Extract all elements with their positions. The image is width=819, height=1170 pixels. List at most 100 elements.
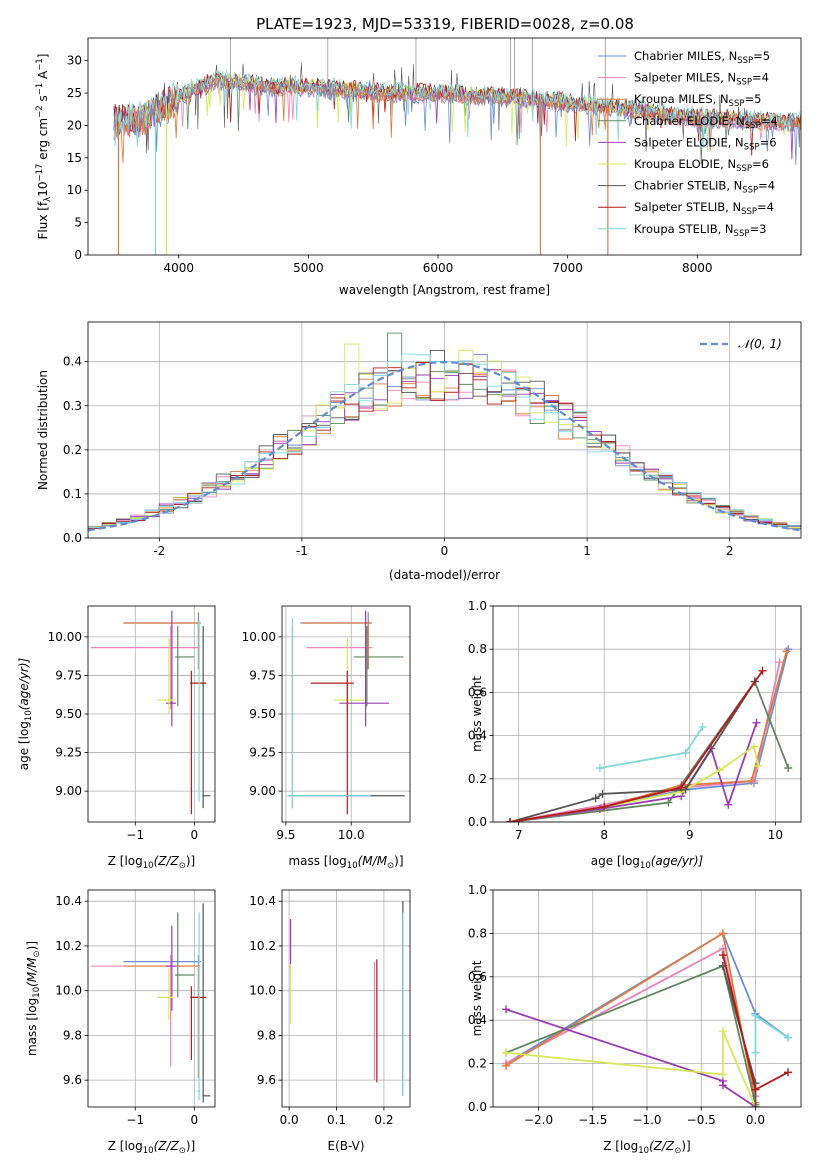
weight-marker bbox=[698, 722, 707, 731]
weight-marker bbox=[783, 1068, 792, 1077]
y-tick-label: 10 bbox=[67, 183, 82, 197]
x-tick-label: -1 bbox=[296, 544, 308, 558]
legend-entry: Chabrier ELODIE, NSSP​=4 bbox=[634, 114, 778, 131]
y-tick-label: 9.00 bbox=[55, 784, 82, 798]
normal-legend-label: 𝒩(0, 1) bbox=[738, 337, 782, 351]
weight-marker bbox=[502, 1048, 511, 1057]
legend-entry: Salpeter MILES, NSSP​=4 bbox=[634, 71, 769, 88]
legend-entry: Kroupa ELODIE, NSSP​=6 bbox=[634, 157, 769, 174]
x-tick-label: −1.0 bbox=[632, 1113, 661, 1127]
weight-line bbox=[754, 1014, 789, 1053]
weight-marker bbox=[591, 794, 600, 803]
error-point-3 bbox=[353, 626, 404, 707]
age_vs_Z-axes: −1 0 9.00 9.25 9.50 9.75 10.00 Z [log10​(Z/Z⊙​)… bbox=[17, 605, 216, 871]
error-point-1 bbox=[90, 954, 201, 1067]
x-tick-label: 0.0 bbox=[746, 1113, 765, 1127]
y-tick-label: 15 bbox=[67, 151, 82, 165]
legend-entry: Salpeter STELIB, NSSP​=4 bbox=[634, 200, 774, 217]
mass_vs_ebv-axes: 0.0 0.1 0.2 9.6 9.8 10.0 10.2 10.4 E(B-V) bbox=[249, 889, 411, 1153]
weight-marker bbox=[747, 776, 756, 785]
legend-entry: Kroupa STELIB, NSSP​=3 bbox=[634, 222, 766, 239]
residuals-y-label: Normed distribution bbox=[36, 370, 50, 490]
mass_vs_ebv-x-label: E(B-V) bbox=[327, 1139, 364, 1153]
normal-curve bbox=[88, 360, 801, 532]
weight-marker bbox=[718, 951, 727, 960]
y-tick-label: 5 bbox=[74, 216, 82, 230]
y-tick-label: 0.6 bbox=[468, 970, 487, 984]
y-tick-label: 0.3 bbox=[63, 399, 82, 413]
error-point-4 bbox=[165, 610, 177, 727]
x-tick-label: −0.5 bbox=[687, 1113, 716, 1127]
spectrum-frame bbox=[87, 37, 802, 256]
x-tick-label: −1.5 bbox=[578, 1113, 607, 1127]
mass_vs_Z-x-label: Z [log10​(Z/Z⊙​)] bbox=[108, 1139, 196, 1156]
error-point-1 bbox=[90, 626, 201, 710]
weight-marker bbox=[749, 742, 758, 751]
weight-marker bbox=[724, 800, 733, 809]
error-point-7 bbox=[310, 670, 354, 815]
x-tick-label: 0 bbox=[191, 1113, 199, 1127]
weight-marker bbox=[502, 1005, 511, 1014]
error-point-7 bbox=[190, 670, 207, 815]
error-point-3 bbox=[174, 912, 195, 998]
y-tick-label: 0.0 bbox=[468, 815, 487, 829]
error-point-4 bbox=[165, 925, 177, 1011]
weight_vs_age-axes: 7 8 9 10 0.0 0.2 0.4 0.6 0.8 1.0 age [log10​(age/y… bbox=[468, 599, 802, 871]
y-tick-label: 9.75 bbox=[249, 668, 276, 682]
y-tick-label: 25 bbox=[67, 86, 82, 100]
spectrum-line-8 bbox=[113, 69, 801, 150]
x-tick-label: 10 bbox=[768, 828, 783, 842]
y-tick-label: 0.1 bbox=[63, 487, 82, 501]
y-tick-label: 9.50 bbox=[55, 707, 82, 721]
weight-marker bbox=[595, 764, 604, 772]
y-tick-label: 9.25 bbox=[249, 746, 276, 760]
y-tick-label: 10.4 bbox=[249, 894, 276, 908]
error-point-1 bbox=[306, 626, 373, 710]
y-tick-label: 1.0 bbox=[468, 883, 487, 897]
weight-line bbox=[509, 670, 764, 822]
error-point-6 bbox=[288, 626, 405, 809]
x-tick-label: −1 bbox=[126, 828, 144, 842]
weight-marker bbox=[681, 785, 690, 794]
weight-marker bbox=[595, 805, 604, 814]
weight_vs_age-frame bbox=[492, 605, 802, 823]
hist-series-7 bbox=[88, 362, 801, 538]
legend-entry: Chabrier STELIB, NSSP​=4 bbox=[634, 179, 775, 196]
error-point-0 bbox=[300, 612, 373, 670]
legend-entry: Salpeter ELODIE, NSSP​=6 bbox=[634, 135, 777, 152]
weight-series-1 bbox=[502, 944, 760, 1101]
weight-line bbox=[505, 1008, 756, 1107]
x-tick-label: 6000 bbox=[423, 261, 454, 275]
error-point-5 bbox=[157, 968, 174, 1020]
spectrum-axes: 4000 5000 6000 7000 8000 0 5 10 15 20 25 30 waveleng… bbox=[35, 37, 802, 297]
spectrum-legend: Chabrier MILES, NSSP​=5 Salpeter MILES, N… bbox=[598, 49, 778, 239]
weight-line bbox=[505, 931, 757, 1103]
mass_vs_ebv-plot-area bbox=[289, 901, 404, 1096]
weight-series-7 bbox=[506, 666, 767, 822]
weight_vs_age-y-label: mass weight bbox=[470, 676, 484, 752]
y-tick-label: 9.6 bbox=[257, 1073, 276, 1087]
weight_vs_Z-grid bbox=[493, 889, 801, 1108]
age_vs_mass-grid bbox=[282, 606, 410, 822]
weight-marker bbox=[758, 666, 767, 675]
weight-marker bbox=[664, 798, 673, 807]
weight-marker bbox=[600, 802, 609, 811]
weight-marker bbox=[677, 783, 686, 792]
y-tick-label: 10.4 bbox=[55, 894, 82, 908]
x-tick-label: 7 bbox=[515, 828, 523, 842]
y-tick-label: 20 bbox=[67, 118, 82, 132]
error-point-8 bbox=[197, 619, 200, 802]
x-tick-label: 10.0 bbox=[338, 828, 365, 842]
x-tick-label: 0.0 bbox=[280, 1113, 299, 1127]
weight_vs_Z-axes: −2.0 −1.5 −1.0 −0.5 0.0 0.0 0.2 0.4 0.6 0.8 1.0 Z [… bbox=[468, 883, 802, 1156]
weight-series-2 bbox=[506, 647, 791, 822]
weight-line bbox=[505, 932, 789, 1065]
y-tick-label: 0.2 bbox=[468, 772, 487, 786]
residuals-x-label: (data-model)/error bbox=[389, 568, 500, 582]
x-tick-label: −2.0 bbox=[524, 1113, 553, 1127]
y-tick-label: 0.4 bbox=[468, 1013, 487, 1027]
y-tick-label: 0.2 bbox=[468, 1057, 487, 1071]
x-tick-label: -2 bbox=[153, 544, 165, 558]
age_vs_Z-grid bbox=[88, 606, 215, 822]
